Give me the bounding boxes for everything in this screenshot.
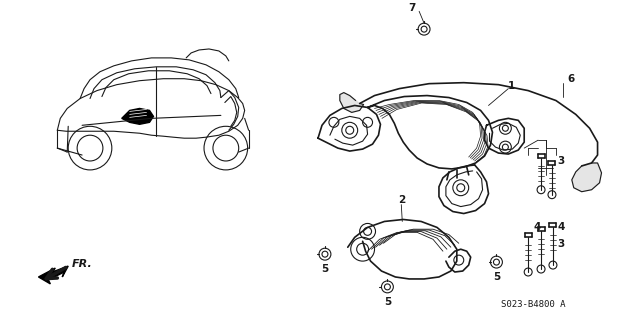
Text: S023-B4800 A: S023-B4800 A bbox=[501, 300, 565, 309]
Polygon shape bbox=[572, 163, 602, 192]
Text: 6: 6 bbox=[567, 74, 575, 84]
Text: 5: 5 bbox=[321, 264, 328, 274]
Text: 4: 4 bbox=[557, 222, 564, 233]
Polygon shape bbox=[38, 266, 68, 284]
Polygon shape bbox=[122, 108, 154, 124]
Text: FR.: FR. bbox=[72, 259, 93, 269]
Text: 4: 4 bbox=[534, 222, 541, 233]
Text: 3: 3 bbox=[557, 239, 564, 249]
Text: 3: 3 bbox=[557, 156, 564, 166]
Text: 2: 2 bbox=[397, 195, 405, 205]
Text: 1: 1 bbox=[508, 81, 515, 91]
Text: 5: 5 bbox=[384, 297, 391, 307]
Polygon shape bbox=[340, 93, 364, 112]
Text: 5: 5 bbox=[493, 272, 500, 282]
Text: 7: 7 bbox=[408, 3, 416, 13]
